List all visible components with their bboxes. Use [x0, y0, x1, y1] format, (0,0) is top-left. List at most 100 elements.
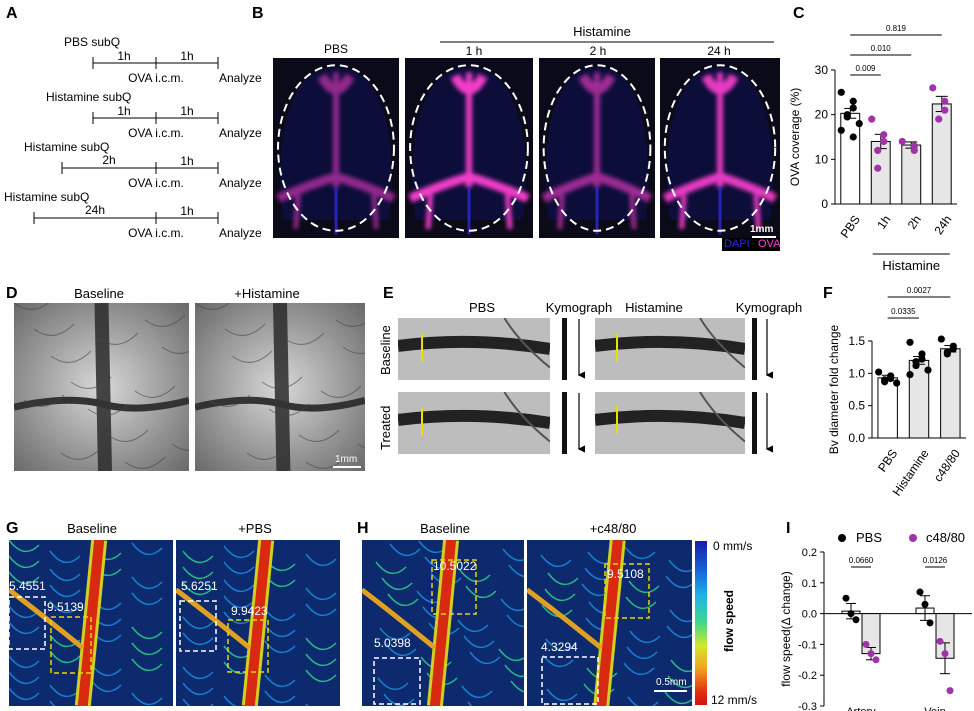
image-title: Baseline — [67, 521, 117, 536]
timeline-end: Analyze — [219, 126, 262, 140]
column-title: PBS — [468, 300, 496, 315]
flow-value: 10.5022 — [433, 559, 477, 573]
legend-label: c48/80 — [926, 530, 965, 545]
data-point — [874, 164, 882, 172]
histamine-group-label: Histamine — [573, 24, 631, 39]
image-title: +c48/80 — [589, 521, 637, 536]
panel-label-c: C — [793, 5, 805, 22]
data-point — [921, 600, 929, 608]
histamine-group-bracket — [440, 41, 774, 43]
p-value: 0.0027 — [907, 286, 932, 295]
roi-box — [9, 596, 46, 650]
y-tick-label: 1.0 — [848, 366, 865, 380]
y-axis-label: OVA coverage (%) — [788, 88, 802, 186]
timeline-injection: OVA i.c.m. — [128, 226, 184, 240]
brain-image-title: 1 h — [465, 44, 483, 58]
roi-box — [541, 656, 599, 705]
roi-box — [227, 619, 269, 673]
timeline-pre-interval: 24h — [84, 203, 106, 217]
roi-box — [604, 563, 650, 619]
data-point — [849, 104, 857, 112]
data-point — [906, 371, 914, 379]
brain-image-title: PBS — [323, 42, 349, 56]
data-point — [941, 650, 949, 658]
y-tick-label: 10 — [815, 152, 829, 166]
y-tick-label: -0.2 — [798, 670, 817, 682]
brain-image-1h — [405, 58, 533, 238]
y-tick-label: 30 — [815, 63, 829, 77]
timeline-injection: OVA i.c.m. — [128, 126, 184, 140]
bar — [877, 377, 898, 439]
y-axis-label: flow speed(Δ change) — [779, 571, 793, 686]
x-tick-label: PBS — [875, 447, 900, 475]
brain-image-title: 2 h — [589, 44, 607, 58]
timeline-injection: OVA i.c.m. — [128, 71, 184, 85]
legend-ova: OVA — [758, 238, 781, 250]
panel-label-b: B — [252, 5, 264, 22]
scale-bar — [752, 236, 776, 238]
panel-h-boxes — [373, 559, 650, 705]
flow-value: 9.9423 — [231, 604, 268, 618]
panel-label-h: H — [357, 520, 369, 537]
timeline-title: Histamine subQ — [24, 140, 110, 154]
timeline-post-interval: 1h — [180, 154, 194, 168]
data-point — [929, 84, 937, 92]
data-point — [906, 338, 914, 346]
legend-dapi: DAPI — [724, 238, 750, 250]
data-point — [912, 361, 920, 370]
vessel-strip-histamine-treated — [595, 392, 745, 454]
panel-label-f: F — [823, 285, 833, 302]
vessel-image-histamine — [195, 303, 365, 471]
flow-value: 4.3294 — [541, 640, 578, 654]
brain-image-24h — [660, 58, 780, 238]
panel-label-i: I — [786, 520, 791, 537]
roi-box — [50, 616, 92, 674]
column-title: Kymograph — [735, 300, 803, 315]
kymograph-arrows — [577, 319, 773, 453]
scale-bar-label: 1mm — [335, 454, 358, 465]
data-point — [949, 345, 957, 353]
flow-value: 5.4551 — [9, 579, 46, 593]
vessel-strip-pbs-baseline — [398, 318, 550, 380]
timeline-end: Analyze — [219, 226, 262, 240]
vessel-image-baseline — [14, 303, 189, 471]
data-point — [855, 120, 863, 128]
y-tick-label: 20 — [815, 108, 829, 122]
timeline-post-interval: 1h — [180, 104, 194, 118]
vessel-strip-pbs-treated — [398, 392, 550, 454]
data-point — [881, 378, 889, 386]
brain-image-2h — [539, 58, 655, 238]
kymograph-pbs-baseline — [560, 318, 569, 380]
y-tick-label: 0.5 — [848, 399, 865, 413]
colorbar-axis-label: flow speed — [722, 589, 736, 652]
y-tick-label: 1.5 — [848, 334, 865, 348]
data-point — [852, 616, 860, 624]
kymograph-histamine-baseline — [750, 318, 759, 380]
chart-c: 0 10 20 30 PBS 1h 2h 24h OVA coverage (%) 0.009 0.… — [788, 24, 957, 273]
data-point — [893, 379, 901, 387]
data-point — [924, 366, 932, 374]
x-tick-label: 24h — [931, 213, 954, 237]
colorbar-top-label: 0 mm/s — [713, 539, 753, 553]
y-tick-label: 0.0 — [848, 431, 865, 445]
data-point — [862, 640, 870, 648]
data-point — [842, 594, 850, 602]
y-tick-label: 0.0 — [802, 609, 817, 621]
scale-bar — [654, 690, 687, 692]
x-tick-label: 2h — [905, 213, 924, 232]
data-point — [880, 137, 888, 146]
data-point — [837, 126, 845, 134]
kymograph-histamine-treated — [750, 392, 759, 454]
p-value: 0.819 — [886, 24, 907, 33]
data-point — [847, 610, 855, 618]
scale-bar-label: 0.5mm — [656, 677, 687, 688]
y-axis-label: Bv diameter fold change — [827, 324, 841, 454]
x-tick-label: PBS — [838, 213, 863, 241]
colorbar-bottom-label: 12 mm/s — [711, 693, 758, 707]
data-point — [935, 115, 943, 123]
flow-map-pbs — [176, 540, 340, 706]
data-point — [946, 687, 954, 695]
roi-box — [373, 657, 421, 705]
timeline-pre-interval: 2h — [102, 153, 116, 167]
